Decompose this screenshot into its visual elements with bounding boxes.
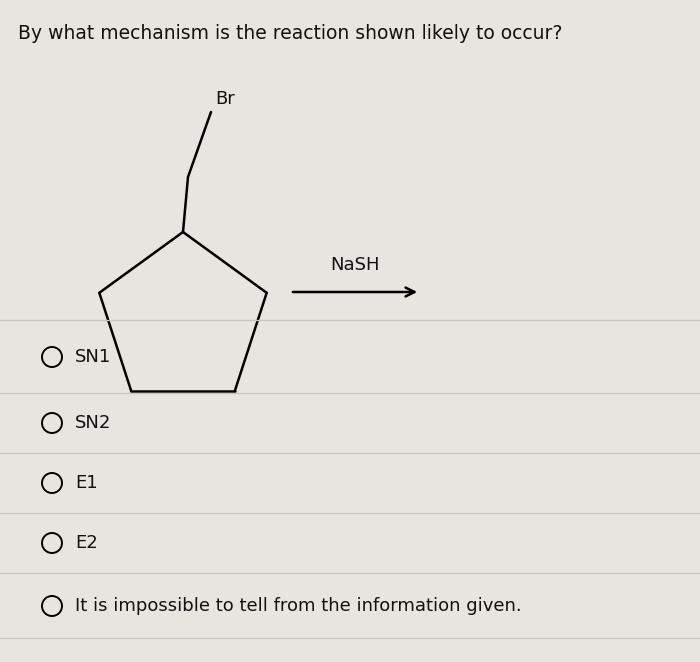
Text: E2: E2: [75, 534, 98, 552]
Text: NaSH: NaSH: [330, 256, 379, 274]
Text: Br: Br: [215, 90, 235, 108]
Text: SN2: SN2: [75, 414, 111, 432]
Text: It is impossible to tell from the information given.: It is impossible to tell from the inform…: [75, 597, 522, 615]
Text: By what mechanism is the reaction shown likely to occur?: By what mechanism is the reaction shown …: [18, 24, 562, 43]
Text: SN1: SN1: [75, 348, 111, 366]
Text: E1: E1: [75, 474, 97, 492]
